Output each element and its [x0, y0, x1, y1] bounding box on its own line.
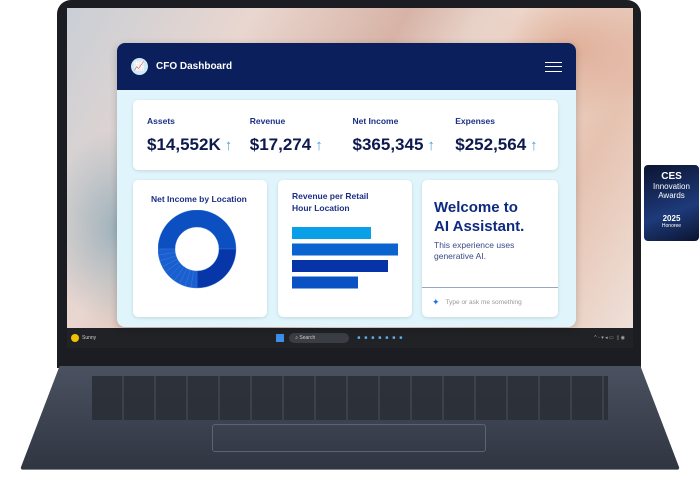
kpi-label: Expenses — [455, 116, 495, 126]
bar[interactable] — [292, 243, 398, 256]
kpi-revenue[interactable]: Revenue $17,274 ↑ — [250, 116, 353, 170]
kpi-value: $17,274 — [249, 135, 312, 154]
badge-brand: CES — [661, 171, 682, 182]
assistant-heading-1: Welcome to — [434, 199, 518, 216]
assistant-heading-2: AI Assistant. — [434, 218, 525, 235]
sparkle-icon: ✦ — [432, 297, 440, 307]
kpi-label: Revenue — [249, 116, 286, 126]
chart-logo-icon: 📈 — [131, 58, 148, 75]
chart-title: Net Income by Location — [151, 194, 247, 204]
bar-chart — [292, 227, 398, 289]
touchpad — [212, 424, 486, 452]
weather-icon[interactable] — [71, 334, 79, 342]
donut-slice[interactable] — [158, 210, 237, 250]
bar[interactable] — [292, 260, 388, 272]
dashboard-header: 📈 CFO Dashboard — [117, 43, 576, 90]
donut-slice[interactable] — [196, 248, 237, 289]
keyboard — [92, 376, 608, 420]
arrow-up-icon: ↑ — [224, 137, 233, 154]
donut-slice[interactable] — [158, 248, 176, 256]
assistant-subtitle: This experience uses generative AI. — [434, 240, 515, 261]
kpi-label: Assets — [147, 116, 175, 126]
badge-year: 2025 — [662, 214, 681, 223]
badge-sub: Honoree — [661, 223, 682, 229]
assistant-placeholder: Type or ask me something — [445, 299, 522, 306]
kpi-value: $14,552K — [147, 135, 221, 154]
kpi-value: $365,345 — [352, 135, 424, 154]
weather-text[interactable]: Sunny — [82, 335, 97, 341]
bar[interactable] — [292, 227, 371, 239]
start-icon[interactable] — [276, 334, 285, 342]
hamburger-menu-icon[interactable] — [545, 61, 562, 72]
arrow-up-icon: ↑ — [427, 137, 435, 154]
search-box[interactable]: ⌕ Search — [289, 333, 350, 343]
cfo-dashboard: 📈 CFO Dashboard Assets $14,552K ↑ Revenue $… — [117, 43, 576, 327]
system-tray[interactable]: ^ ◦ ▾ ◂ ▭ ▯ ◉ — [594, 335, 625, 341]
kpi-value: $252,564 — [455, 135, 527, 154]
search-label: Search — [299, 335, 316, 341]
ai-assistant-card: Welcome to AI Assistant. This experience… — [422, 180, 558, 317]
dashboard-title: CFO Dashboard — [156, 61, 233, 72]
revenue-card[interactable]: Revenue per Retail Hour Location — [278, 180, 412, 317]
bar[interactable] — [292, 276, 358, 289]
badge-line2: Awards — [658, 191, 685, 200]
kpi-net-income[interactable]: Net Income $365,345 ↑ — [353, 116, 456, 170]
net-income-card[interactable]: Net Income by Location — [133, 180, 267, 317]
chart-title: Revenue per Retail Hour Location — [292, 191, 369, 213]
taskbar: Sunny ⌕ Search ■■■■■■■ ^ ◦ ▾ ◂ ▭ ▯ ◉ — [67, 328, 633, 348]
arrow-up-icon: ↑ — [530, 137, 538, 154]
assistant-input[interactable]: ✦ Type or ask me something — [422, 287, 558, 317]
arrow-up-icon: ↑ — [315, 137, 323, 154]
taskbar-app-icons[interactable]: ■■■■■■■ — [357, 335, 407, 341]
badge-line1: Innovation — [653, 182, 690, 191]
kpi-card: Assets $14,552K ↑ Revenue $17,274 ↑ Net Inco… — [133, 100, 558, 170]
kpi-expenses[interactable]: Expenses $252,564 ↑ — [455, 116, 558, 170]
kpi-assets[interactable]: Assets $14,552K ↑ — [147, 116, 250, 170]
kpi-label: Net Income — [352, 116, 399, 126]
ces-award-badge: CES Innovation Awards 2025 Honoree — [644, 165, 699, 241]
donut-chart — [158, 210, 237, 289]
